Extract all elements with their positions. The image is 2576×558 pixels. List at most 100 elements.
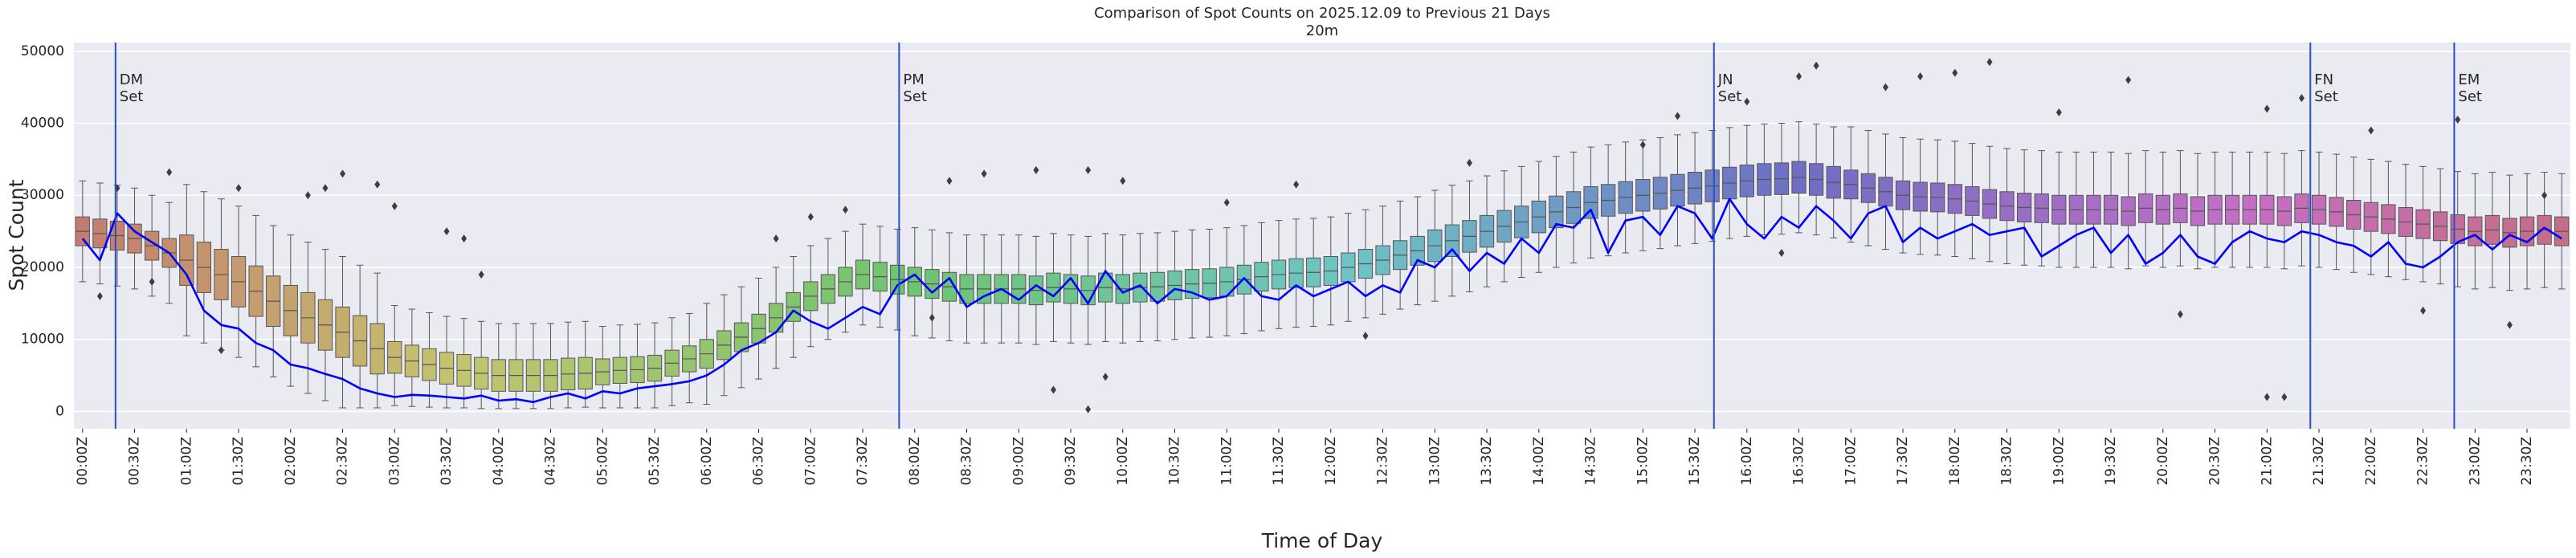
box-group	[283, 234, 298, 387]
box-group	[179, 184, 194, 336]
box-group	[2260, 151, 2275, 268]
x-tick-label: 09:00Z	[1010, 437, 1027, 486]
box-group	[1757, 123, 1772, 236]
x-tick-label: 23:00Z	[2467, 437, 2483, 486]
x-tick-label: 12:00Z	[1323, 437, 1339, 486]
box-group	[578, 320, 593, 408]
y-tick-label: 10000	[21, 332, 64, 348]
outlier	[149, 277, 155, 286]
outlier	[842, 206, 848, 214]
box-group	[248, 214, 263, 368]
box-group	[1549, 156, 1564, 268]
outlier	[96, 291, 103, 300]
y-tick-label: 30000	[21, 187, 64, 203]
box-group	[2121, 153, 2136, 270]
box-group	[439, 316, 455, 409]
box-group	[231, 206, 247, 358]
x-tick-label: 11:00Z	[1219, 437, 1235, 486]
x-tick-label: 05:30Z	[647, 437, 663, 486]
x-tick-label: 07:00Z	[802, 437, 819, 486]
outlier	[1796, 72, 1802, 81]
box-group	[1618, 141, 1633, 254]
box-group	[1704, 129, 1720, 242]
x-tick-label: 15:30Z	[1687, 437, 1703, 486]
box-group	[474, 320, 489, 409]
outlier	[2541, 191, 2548, 200]
box-group	[2242, 151, 2257, 268]
box-group	[855, 223, 871, 326]
x-tick-label: 14:30Z	[1583, 437, 1599, 486]
y-tick-label: 0	[55, 403, 64, 419]
box-group	[75, 180, 90, 283]
outlier	[1293, 180, 1300, 189]
outlier	[1033, 165, 1039, 174]
box-group	[2346, 157, 2362, 273]
x-tick-label: 00:00Z	[75, 437, 91, 486]
box-group	[1808, 123, 1824, 236]
box-group	[1149, 232, 1166, 342]
box-group	[2034, 150, 2049, 267]
outlier	[1813, 61, 1819, 70]
plot-background	[74, 43, 2570, 429]
box-group	[907, 227, 922, 336]
box-group	[1965, 143, 1980, 259]
box-group	[682, 312, 697, 404]
box-group	[1913, 138, 1928, 255]
outlier	[981, 169, 987, 178]
annotation-label: Set	[903, 88, 927, 105]
box-group	[1652, 136, 1668, 250]
box-group	[2329, 153, 2344, 271]
box-group	[1357, 209, 1374, 319]
box-group	[1410, 196, 1425, 306]
outlier	[2055, 108, 2062, 117]
x-tick-label: 19:00Z	[2051, 437, 2067, 486]
box-group	[1341, 213, 1356, 322]
outlier	[1466, 158, 1472, 167]
outlier	[773, 234, 779, 243]
x-tick-label: 08:00Z	[907, 437, 923, 486]
outlier	[1882, 83, 1888, 92]
x-tick-label: 13:00Z	[1427, 437, 1443, 486]
outlier	[322, 184, 329, 193]
box-group	[1722, 127, 1737, 239]
box-group	[733, 286, 749, 389]
outlier	[218, 346, 224, 355]
y-tick-label: 50000	[21, 43, 64, 59]
outlier	[1778, 249, 1785, 258]
box-group	[2155, 151, 2170, 268]
box-group	[369, 272, 385, 409]
annotation-label: PM	[903, 71, 924, 88]
box-group	[92, 182, 108, 285]
outlier	[1120, 177, 1126, 185]
box-group	[2537, 172, 2552, 288]
x-tick-label: 18:00Z	[1947, 437, 1963, 486]
outlier	[2264, 393, 2270, 401]
box-group	[1947, 141, 1962, 258]
x-tick-label: 16:30Z	[1791, 437, 1807, 486]
annotation-label: Set	[2458, 88, 2482, 105]
y-tick-label: 20000	[21, 259, 64, 275]
y-tick-label: 40000	[21, 116, 64, 132]
box-group	[317, 249, 333, 401]
outlier	[2125, 75, 2132, 84]
box-group	[1392, 200, 1408, 310]
x-tick-label: 21:30Z	[2311, 437, 2327, 486]
box-group	[838, 230, 853, 333]
x-tick-label: 17:30Z	[1895, 437, 1911, 486]
annotation-label: FN	[2314, 71, 2333, 88]
x-tick-label: 11:30Z	[1271, 437, 1287, 486]
box-group	[1375, 206, 1390, 315]
box-group	[751, 277, 766, 380]
x-tick-label: 02:30Z	[335, 437, 351, 486]
box-group	[1895, 136, 1911, 254]
outlier	[2177, 310, 2183, 319]
box-group	[872, 226, 888, 328]
outlier	[1085, 165, 1092, 174]
box-group	[1254, 222, 1269, 332]
outlier	[1639, 141, 1646, 149]
x-tick-label: 09:30Z	[1063, 437, 1079, 486]
outlier	[1362, 332, 1369, 340]
outlier	[304, 191, 311, 200]
today-line	[81, 198, 2562, 404]
box-group	[422, 312, 437, 408]
